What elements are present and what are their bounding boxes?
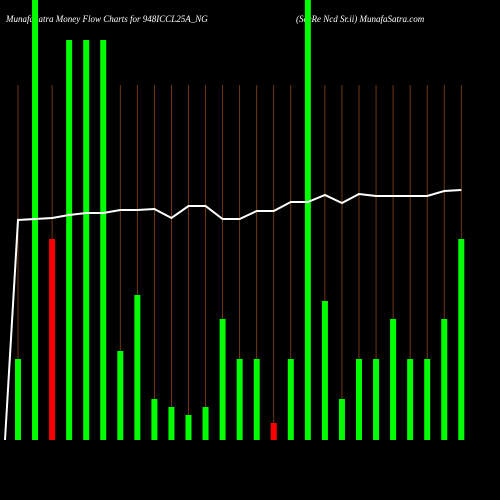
bar [15,359,21,440]
bar [236,359,243,440]
bar [304,0,311,440]
bar [202,407,209,440]
bar [134,295,141,440]
bar [390,319,397,440]
bar [441,319,448,440]
bar [270,423,277,440]
bar [253,359,260,440]
bar [321,301,328,440]
bar [219,319,226,440]
bar [287,359,294,440]
bar [338,399,345,440]
bar [83,40,90,440]
bar [407,359,414,440]
bar [424,359,431,440]
bar [356,359,362,440]
bar [49,239,56,440]
bar [168,407,175,440]
chart-title: MunafaSatra Money Flow Charts for 948ICC… [5,14,208,24]
bar [100,40,107,440]
chart-subtitle: (SecRe Ncd Sr.ii) MunafaSatra.com [296,14,425,24]
bar [117,351,124,440]
bar [151,399,158,440]
bar [185,415,192,440]
trend-line [4,189,462,441]
bar [373,359,380,440]
bar [66,40,73,440]
bar [458,239,465,440]
